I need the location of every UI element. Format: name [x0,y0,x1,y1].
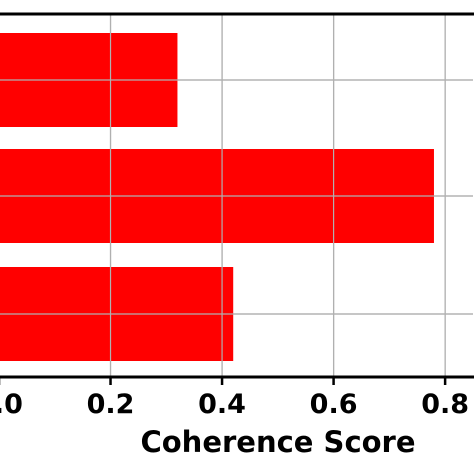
plot-frame [0,12,474,379]
x-axis-title: Coherence Score [140,425,415,459]
x-tick-label: 0.0 [0,389,23,420]
x-tick-label: 0.6 [310,389,358,420]
x-tick-label: 0.4 [198,389,246,420]
bars [0,14,473,377]
x-tick-label: 0.2 [87,389,135,420]
x-axis-ticks: 0.0 0.2 0.4 0.6 0.8 [0,377,469,420]
x-tick-label: 0.8 [421,389,469,420]
